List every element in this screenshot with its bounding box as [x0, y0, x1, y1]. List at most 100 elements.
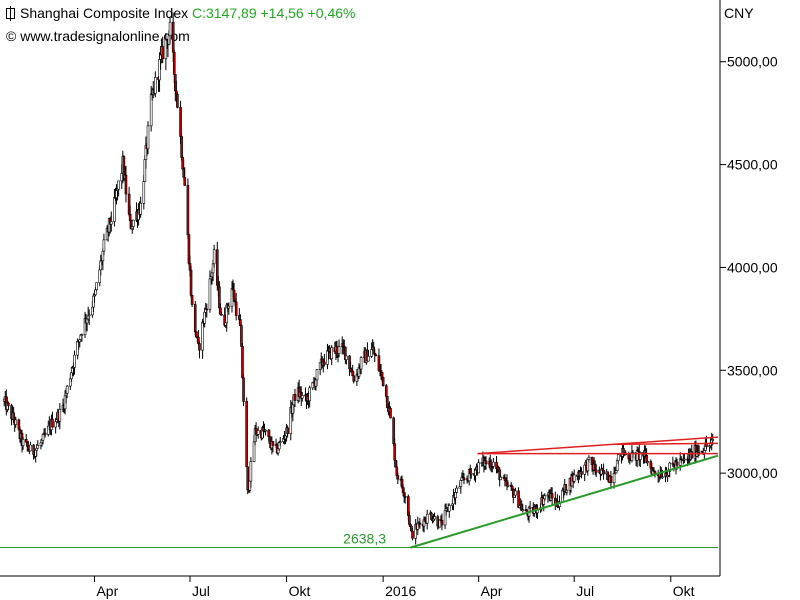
candle-body	[65, 385, 69, 394]
candle-body	[612, 472, 616, 484]
candle-body	[51, 418, 54, 428]
candle-body	[73, 354, 76, 368]
candle-body	[241, 346, 244, 379]
currency-label: CNY	[724, 5, 754, 21]
candle-body	[180, 136, 183, 158]
candle-body	[109, 221, 113, 225]
candle-body	[14, 419, 18, 425]
candle-body	[205, 308, 209, 311]
candle-body	[102, 239, 106, 252]
candle-body	[711, 439, 715, 441]
chart-header: Shanghai Composite Index C:3147,89 +14,5…	[6, 5, 355, 21]
ticker-symbol-icon	[6, 6, 15, 21]
candle-body	[249, 461, 253, 482]
candle-body	[264, 429, 267, 432]
candle-body	[113, 197, 116, 222]
candle-body	[594, 469, 598, 473]
candle-body	[550, 493, 554, 499]
candle-body	[179, 107, 182, 137]
candle-body	[484, 460, 488, 465]
candle-body	[381, 376, 385, 387]
candle-body	[124, 174, 128, 195]
x-tick-label: Apr	[96, 583, 118, 599]
candle-body	[293, 394, 297, 401]
candle-body	[565, 490, 569, 493]
candle-body	[301, 395, 304, 399]
candle-body	[370, 349, 373, 357]
y-tick-label: 3000,00	[727, 465, 778, 481]
candle-body	[609, 476, 613, 484]
candle-body	[171, 21, 175, 53]
candle-body	[447, 505, 451, 512]
y-tick-label: 3500,00	[727, 362, 778, 378]
candle-body	[29, 444, 32, 452]
candle-body	[675, 461, 679, 466]
candle-body	[408, 515, 411, 525]
candle-body	[176, 93, 179, 108]
candle-body	[587, 456, 591, 460]
candle-body	[668, 462, 672, 472]
x-tick-label: Okt	[673, 583, 695, 599]
candle-body	[7, 402, 10, 406]
rising-support-trendline	[410, 454, 719, 549]
resistance-line	[616, 442, 719, 446]
candle-body	[345, 355, 348, 361]
x-tick-label: 2016	[385, 583, 416, 599]
candle-body	[189, 269, 193, 296]
candle-body	[384, 385, 388, 397]
candle-body	[359, 357, 363, 370]
candle-body	[492, 461, 495, 467]
candle-body	[616, 454, 620, 461]
candle-body	[697, 450, 701, 453]
candle-body	[142, 181, 146, 204]
trendlines-group: 2638,3	[0, 436, 719, 549]
candle-body	[335, 346, 339, 355]
candle-body	[193, 304, 197, 333]
candle-body	[271, 441, 275, 446]
candle-body	[256, 430, 260, 435]
candle-body	[87, 314, 91, 317]
candle-body	[683, 458, 686, 461]
candle-body	[36, 445, 40, 449]
source-credit: © www.tradesignalonline.com	[6, 28, 190, 44]
candle-body	[462, 477, 466, 481]
x-tick-label: Apr	[481, 583, 503, 599]
candle-body	[661, 476, 664, 479]
candle-body	[21, 439, 25, 447]
candle-body	[440, 519, 444, 526]
candle-body	[690, 451, 694, 459]
candle-body	[418, 522, 422, 525]
candle-body	[246, 466, 250, 491]
candle-body	[234, 301, 238, 316]
candle-body	[41, 434, 45, 441]
candle-body	[459, 480, 463, 488]
candle-body	[543, 495, 547, 500]
candle-body	[172, 51, 176, 75]
candle-body	[380, 371, 384, 378]
candle-body	[227, 305, 231, 309]
candle-body	[278, 441, 282, 443]
candle-body	[186, 185, 190, 235]
x-tick-label: Okt	[289, 583, 311, 599]
candle-body	[198, 343, 201, 351]
candle-body	[308, 387, 311, 402]
candle-body	[374, 354, 378, 357]
candle-body	[154, 77, 157, 94]
candle-body	[323, 361, 326, 365]
candle-body	[470, 473, 473, 475]
candle-body	[117, 180, 120, 190]
candle-body	[194, 331, 198, 338]
candle-body	[80, 334, 84, 336]
candle-body	[514, 490, 517, 496]
candle-body	[477, 462, 480, 474]
candle-body	[43, 432, 47, 435]
y-tick-label: 4000,00	[727, 259, 778, 275]
quote-readout: C:3147,89 +14,56 +0,46%	[192, 5, 356, 21]
candle-body	[58, 409, 62, 422]
candle-body	[146, 125, 150, 150]
candle-body	[433, 516, 436, 520]
candle-body	[425, 513, 429, 524]
candle-body	[639, 452, 642, 460]
candle-body	[286, 427, 289, 434]
